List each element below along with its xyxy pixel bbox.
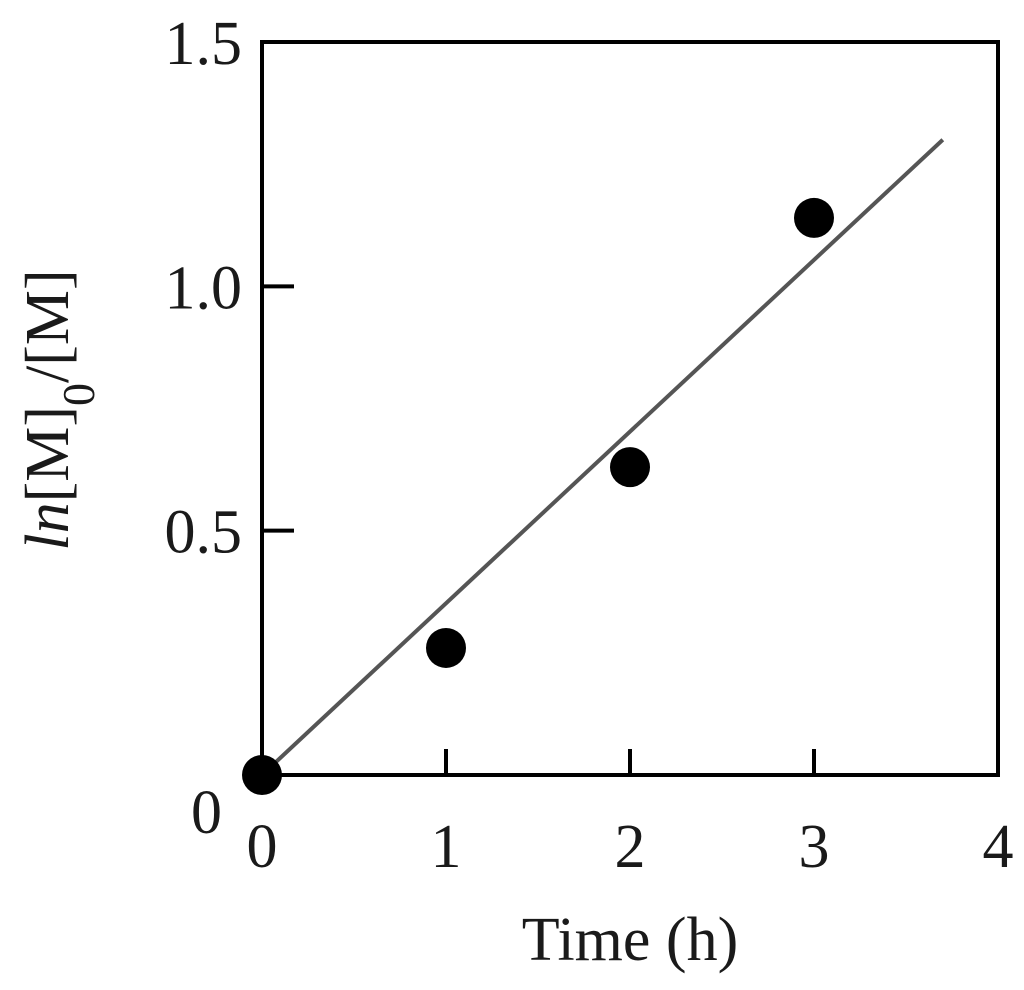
y-axis-title-ln: ln [14, 502, 82, 550]
y-axis-title-m0: [M] [14, 406, 82, 502]
x-tick-label: 0 [247, 813, 278, 881]
y-axis-title: ln[M]0/[M] [14, 269, 104, 550]
y-axis-title-rest: /[M] [14, 269, 82, 383]
fit-line [260, 138, 945, 777]
plot-frame [260, 40, 1000, 777]
y-axis-title-subscript: 0 [53, 383, 104, 406]
data-point [794, 197, 834, 238]
x-tick-label: 1 [431, 813, 462, 881]
x-tick-label: 2 [615, 813, 646, 881]
x-tick-label: 3 [799, 813, 830, 881]
x-axis-title: Time (h) [522, 906, 738, 974]
x-tick-label: 4 [983, 813, 1014, 881]
data-points-layer [242, 197, 834, 795]
fit-line-layer [260, 138, 945, 777]
data-point [610, 447, 650, 488]
y-tick-label: 0 [191, 779, 222, 847]
y-tick-label: 0.5 [165, 499, 243, 567]
tick-labels-layer: 0 1 2 3 4 0 0.5 1.0 1.5 [165, 10, 1014, 881]
ticks-layer [262, 284, 816, 775]
y-tick-label: 1.5 [165, 10, 243, 78]
data-point [426, 627, 466, 668]
y-tick-label: 1.0 [165, 254, 243, 322]
